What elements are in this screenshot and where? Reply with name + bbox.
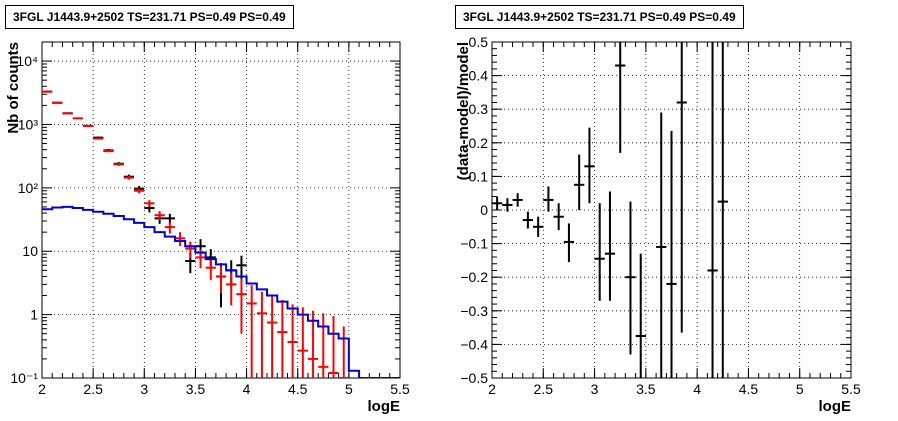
data-point (62, 112, 73, 115)
y-tick-label: −0.4 (460, 336, 488, 352)
data-point (246, 285, 257, 378)
x-tick-label: 5 (796, 381, 804, 397)
data-point (502, 198, 513, 212)
data-point (307, 310, 319, 378)
y-tick-label: 0.1 (469, 168, 489, 184)
y-tick-label: −0.3 (460, 303, 488, 319)
data-point (656, 112, 667, 378)
data-point (615, 42, 626, 153)
x-tick-label: 4 (693, 381, 701, 397)
data-point (226, 272, 237, 306)
data-point (185, 241, 196, 259)
x-tick-label: 3.5 (186, 381, 206, 397)
data-point (717, 42, 728, 378)
y-tick-label: 0.3 (469, 101, 489, 117)
x-tick-label: 2 (38, 381, 46, 397)
data-point (666, 131, 677, 378)
data-point (82, 124, 94, 127)
data-point (553, 203, 564, 231)
data-point (144, 200, 155, 207)
data-point (676, 42, 687, 333)
data-point (297, 307, 308, 378)
data-point (563, 223, 575, 263)
data-point (113, 162, 124, 166)
data-point (93, 137, 104, 140)
x-tick-label: 2.5 (83, 381, 103, 397)
model-histogram-line (42, 205, 400, 378)
data-point (625, 201, 636, 355)
data-layer (42, 90, 400, 378)
data-point (533, 216, 544, 237)
y-tick-label: −0.2 (460, 269, 488, 285)
data-point (174, 232, 186, 247)
data-layer (492, 42, 728, 378)
x-tick-label: 2.5 (534, 381, 554, 397)
x-tick-label: 3.5 (636, 381, 656, 397)
data-point (318, 313, 329, 378)
x-tick-label: 3 (591, 381, 599, 397)
x-tick-label: 5.5 (841, 381, 861, 397)
data-point (707, 42, 718, 378)
data-point (277, 300, 288, 378)
data-point (594, 203, 605, 301)
data-point (123, 175, 135, 180)
data-point (492, 196, 503, 210)
y-tick-label: 10⁻¹ (10, 370, 38, 386)
y-axis-title: Nb of counts (5, 42, 22, 134)
data-point (134, 188, 145, 194)
data-point (543, 186, 554, 212)
x-tick-label: 4.5 (288, 381, 308, 397)
y-tick-label: 10 (22, 243, 38, 259)
spectrum-panel: 2 2.5 3 3.5 4 4.5 5 5.5 10⁻¹ 1 10 10² 10³ 10⁴ logE Nb o… (5, 41, 410, 415)
data-point (236, 278, 247, 334)
y-tick-label: 10² (18, 180, 39, 196)
data-point (52, 101, 63, 104)
data-point (328, 316, 339, 378)
data-point (604, 191, 616, 301)
y-tick-label: −0.5 (460, 370, 488, 386)
data-point (164, 221, 175, 234)
data-point (205, 258, 216, 281)
y-tick-label: 0 (480, 202, 488, 218)
x-tick-label: 4 (243, 381, 251, 397)
x-tick-label: 5 (345, 381, 353, 397)
y-tick-label: 0.4 (469, 68, 489, 84)
y-axis-title: (data-model)/model (455, 42, 472, 180)
data-point (267, 295, 278, 378)
data-point (256, 291, 268, 378)
x-tick-label: 4.5 (739, 381, 759, 397)
data-point (154, 211, 165, 221)
data-point (103, 150, 114, 153)
data-point (72, 117, 83, 120)
data-point (512, 193, 523, 207)
y-tick-label: −0.1 (460, 236, 488, 252)
y-tick-label: 0.2 (469, 135, 489, 151)
data-point (584, 127, 595, 204)
y-tick-label: 0.5 (469, 34, 489, 50)
residual-panel: 2 2.5 3 3.5 4 4.5 5 5.5 −0.5 −0.4 −0.3 −0.2 −0.1 0 0.1… (455, 34, 861, 415)
data-point (574, 154, 585, 210)
data-point (287, 304, 298, 378)
y-tick-label: 10³ (18, 116, 39, 132)
y-tick-label: 1 (30, 307, 38, 323)
data-point (522, 211, 534, 229)
spectrum-title: 3FGL J1443.9+2502 TS=231.71 PS=0.49 PS=0… (5, 5, 294, 29)
y-tick-label: 10⁴ (16, 53, 38, 69)
residual-title: 3FGL J1443.9+2502 TS=231.71 PS=0.49 PS=0… (455, 5, 744, 29)
x-tick-label: 2 (488, 381, 496, 397)
plot-frame (41, 41, 401, 379)
data-point (635, 253, 646, 378)
x-tick-label: 3 (140, 381, 148, 397)
data-point (215, 266, 227, 293)
x-tick-label: 5.5 (390, 381, 410, 397)
data-point (338, 326, 349, 378)
data-point (42, 90, 53, 93)
x-axis-title: logE (819, 398, 852, 415)
x-axis-title: logE (368, 398, 401, 415)
